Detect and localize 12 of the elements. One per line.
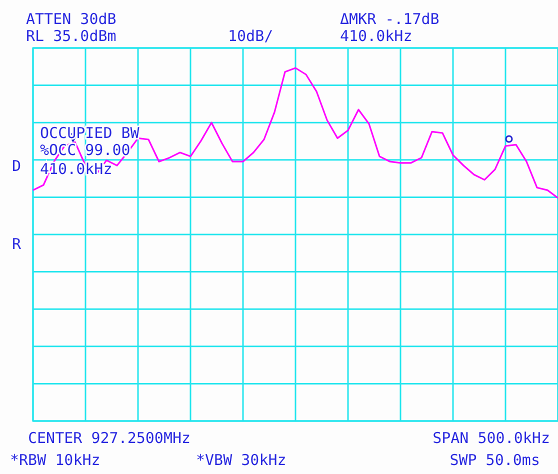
text: *RBW 10kHz [10, 451, 100, 469]
text: SPAN 500.0kHz [432, 429, 550, 447]
text: ΔMKR -.17dB [340, 10, 440, 28]
text: 10dB/ [228, 27, 274, 45]
text: CENTER 927.2500MHz [28, 429, 191, 447]
text: D [12, 157, 22, 175]
text: *VBW 30kHz [196, 451, 286, 469]
text: RL 35.0dBm [26, 27, 116, 45]
text: 410.0kHz [340, 27, 412, 45]
text: ATTEN 30dB [26, 10, 116, 28]
text: R [12, 235, 22, 253]
text: SWP 50.0ms [450, 451, 540, 469]
